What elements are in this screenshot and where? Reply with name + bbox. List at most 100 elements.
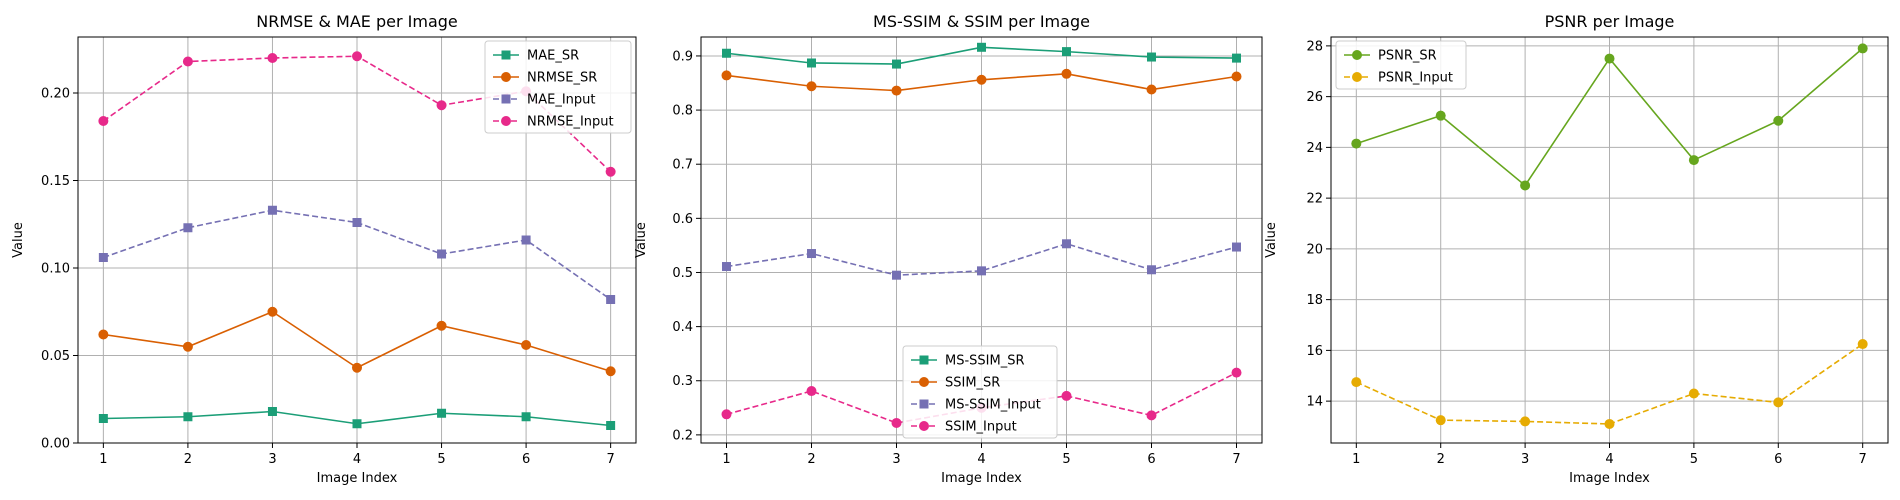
y-tick-label: 0.7 [672, 158, 693, 173]
x-tick-label: 2 [1437, 452, 1445, 467]
legend-marker [919, 355, 929, 365]
data-point [1604, 53, 1615, 64]
y-axis-label: Value [1264, 222, 1279, 258]
data-point [1520, 180, 1531, 191]
data-point [892, 270, 901, 280]
x-tick-label: 4 [353, 452, 361, 467]
data-point [352, 51, 362, 62]
x-axis-label: Image Index [941, 471, 1022, 486]
y-tick-label: 16 [1306, 344, 1323, 359]
data-point [1857, 43, 1868, 54]
x-tick-label: 5 [1690, 452, 1698, 467]
legend-label: MS-SSIM_Input [945, 398, 1041, 413]
data-point [1147, 265, 1156, 275]
data-point [521, 340, 532, 350]
data-point [721, 409, 732, 420]
data-point [267, 205, 277, 215]
legend-label: SSIM_SR [945, 376, 1000, 391]
data-point [722, 262, 731, 272]
data-point [1435, 110, 1446, 121]
legend-marker [919, 399, 929, 409]
x-tick-label: 5 [437, 452, 445, 467]
data-point [807, 58, 816, 68]
data-point [436, 320, 447, 331]
legend-marker [501, 116, 511, 126]
data-point [606, 295, 616, 304]
x-tick-label: 2 [807, 452, 815, 467]
data-point [1857, 339, 1868, 350]
y-tick-label: 18 [1306, 293, 1323, 308]
data-point [1351, 377, 1362, 388]
data-point [437, 408, 447, 418]
data-point [1773, 397, 1784, 408]
y-tick-label: 0.10 [41, 262, 70, 277]
data-point [521, 235, 531, 245]
legend-label: SSIM_Input [945, 420, 1017, 435]
data-point [1061, 390, 1072, 401]
legend-box [902, 345, 1058, 439]
data-point [182, 341, 193, 352]
data-point [98, 329, 109, 340]
legend-marker [1352, 50, 1362, 60]
data-point [1231, 71, 1242, 82]
x-axis-label: Image Index [1569, 471, 1650, 486]
x-tick-label: 3 [892, 452, 900, 467]
y-tick-label: 24 [1306, 141, 1323, 156]
y-tick-label: 0.2 [672, 428, 693, 443]
x-tick-label: 6 [522, 452, 530, 467]
legend-label: NRMSE_SR [527, 71, 597, 86]
data-point [721, 70, 732, 81]
legend-marker [501, 72, 511, 82]
chart-title: PSNR per Image [1545, 12, 1675, 31]
data-point [352, 218, 362, 227]
data-point [977, 266, 986, 276]
data-point [182, 56, 193, 67]
chart-title: NRMSE & MAE per Image [256, 12, 458, 31]
y-tick-label: 20 [1306, 242, 1323, 257]
legend-marker [1352, 72, 1362, 82]
legend-label: PSNR_SR [1378, 49, 1437, 64]
chart-title: MS-SSIM & SSIM per Image [873, 12, 1090, 31]
data-point [1146, 84, 1157, 95]
data-point [521, 412, 531, 422]
x-tick-label: 7 [1859, 452, 1867, 467]
data-point [1232, 53, 1241, 63]
data-point [977, 42, 986, 52]
legend-label: MAE_Input [527, 93, 596, 108]
data-point [1062, 47, 1071, 57]
data-point [98, 253, 108, 262]
x-tick-label: 1 [99, 452, 107, 467]
data-point [1688, 388, 1699, 399]
x-tick-label: 2 [184, 452, 192, 467]
data-point [1688, 155, 1699, 166]
data-point [722, 48, 731, 58]
y-tick-label: 0.3 [672, 374, 693, 389]
data-point [891, 85, 902, 96]
legend-marker [501, 94, 511, 104]
data-point [891, 417, 902, 428]
legend-label: PSNR_Input [1378, 71, 1453, 86]
y-tick-label: 0.20 [41, 87, 70, 102]
y-tick-label: 0.8 [672, 104, 693, 119]
x-axis-label: Image Index [317, 471, 398, 486]
y-tick-label: 0.05 [41, 349, 70, 364]
legend-label: MAE_SR [527, 49, 579, 64]
axes-frame [77, 36, 637, 444]
data-point [1351, 138, 1362, 149]
data-point [436, 100, 447, 111]
data-point [267, 407, 277, 416]
data-point [1062, 239, 1071, 249]
y-tick-label: 0.6 [672, 212, 693, 227]
x-tick-label: 1 [722, 452, 730, 467]
data-point [267, 53, 278, 63]
legend-box [484, 40, 632, 134]
data-point [1773, 115, 1784, 126]
data-point [183, 223, 193, 233]
legend-marker [919, 377, 929, 387]
y-tick-label: 0.00 [41, 437, 70, 452]
legend-label: MS-SSIM_SR [945, 354, 1025, 369]
x-tick-label: 3 [1521, 452, 1529, 467]
data-point [352, 362, 362, 373]
y-tick-label: 0.4 [672, 320, 693, 335]
